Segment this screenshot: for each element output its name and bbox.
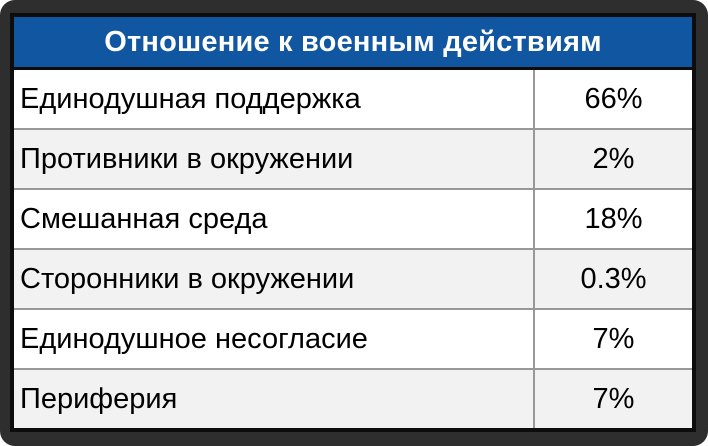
table-row: Сторонники в окружении 0.3% xyxy=(14,250,692,310)
row-value: 2% xyxy=(592,142,635,175)
row-value: 18% xyxy=(584,202,643,235)
row-label: Противники в окружении xyxy=(14,130,535,188)
table-row: Противники в окружении 2% xyxy=(14,130,692,190)
row-value: 7% xyxy=(592,322,635,355)
row-value: 0.3% xyxy=(580,262,647,295)
row-label: Сторонники в окружении xyxy=(14,250,535,308)
table-row: Единодушная поддержка 66% xyxy=(14,70,692,130)
table-row: Периферия 7% xyxy=(14,370,692,428)
table-body: Единодушная поддержка 66% Противники в о… xyxy=(14,70,692,428)
row-value: 66% xyxy=(584,82,643,115)
row-label: Единодушная поддержка xyxy=(14,70,535,128)
table-row: Единодушное несогласие 7% xyxy=(14,310,692,370)
attitude-table: Отношение к военным действиям Единодушна… xyxy=(10,13,696,432)
row-label: Смешанная среда xyxy=(14,190,535,248)
row-label: Единодушное несогласие xyxy=(14,310,535,368)
table-title: Отношение к военным действиям xyxy=(14,17,692,70)
row-value: 7% xyxy=(592,382,635,415)
row-label: Периферия xyxy=(14,370,535,428)
table-row: Смешанная среда 18% xyxy=(14,190,692,250)
